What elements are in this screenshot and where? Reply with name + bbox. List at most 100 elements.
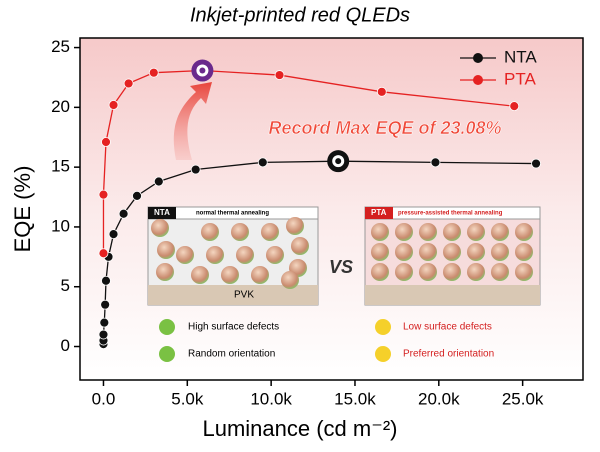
data-point bbox=[153, 176, 164, 187]
data-point bbox=[257, 157, 268, 168]
quantum-dot bbox=[151, 219, 169, 237]
quantum-dot bbox=[221, 266, 239, 284]
y-tick-label: 10 bbox=[51, 216, 70, 235]
quantum-dot bbox=[281, 271, 299, 289]
y-tick-label: 15 bbox=[51, 157, 70, 176]
quantum-dot bbox=[157, 241, 175, 259]
quantum-dot bbox=[491, 243, 509, 261]
x-tick-label: 10.0k bbox=[250, 389, 292, 408]
quantum-dot bbox=[371, 223, 389, 241]
quantum-dot bbox=[176, 246, 194, 264]
x-tick-label: 5.0k bbox=[171, 389, 204, 408]
plot-frame bbox=[79, 37, 584, 381]
inset-note: High surface defects bbox=[188, 322, 279, 333]
pvk-layer bbox=[365, 285, 540, 305]
quantum-dot bbox=[395, 243, 413, 261]
data-point bbox=[100, 299, 111, 310]
data-point bbox=[108, 100, 119, 110]
quantum-dot bbox=[419, 223, 437, 241]
inset-tag-bg bbox=[148, 207, 176, 219]
inset-note: Random orientation bbox=[188, 349, 275, 360]
vs-label: VS bbox=[329, 257, 353, 277]
quantum-dot bbox=[231, 223, 249, 241]
quantum-dot bbox=[419, 263, 437, 281]
quantum-dot bbox=[266, 246, 284, 264]
quantum-dot bbox=[286, 217, 304, 235]
quantum-dot bbox=[371, 263, 389, 281]
data-point bbox=[98, 329, 109, 340]
series-line bbox=[102, 160, 537, 345]
quantum-dot bbox=[251, 266, 269, 284]
series-line bbox=[102, 69, 515, 254]
x-tick-label: 15.0k bbox=[334, 389, 376, 408]
quantum-dot bbox=[443, 243, 461, 261]
inset-note: Low surface defects bbox=[403, 322, 492, 333]
data-point bbox=[101, 275, 111, 286]
quantum-dot bbox=[156, 263, 174, 281]
data-point bbox=[98, 248, 109, 259]
inset-caption: pressure-assisted thermal annealing bbox=[398, 211, 503, 217]
inset-caption: normal thermal annealing bbox=[196, 211, 269, 217]
x-tick-label: 0.0 bbox=[92, 389, 116, 408]
inset-tag-bg bbox=[365, 207, 393, 219]
data-point bbox=[108, 229, 119, 240]
annotation: Record Max EQE of 23.08% bbox=[268, 118, 501, 138]
icon bbox=[159, 319, 175, 335]
x-tick-label: 20.0k bbox=[418, 389, 460, 408]
inset-tag: PTA bbox=[371, 208, 387, 217]
arrow bbox=[173, 82, 212, 160]
quantum-dot bbox=[206, 246, 224, 264]
quantum-dot bbox=[443, 263, 461, 281]
max-marker-core bbox=[335, 158, 342, 165]
quantum-dot bbox=[515, 223, 533, 241]
legend-label: PTA bbox=[504, 69, 536, 88]
x-axis-label: Luminance (cd m⁻²) bbox=[202, 416, 397, 441]
quantum-dot bbox=[467, 223, 485, 241]
layer-label: PVK bbox=[234, 290, 254, 301]
quantum-dot bbox=[191, 266, 209, 284]
y-tick-label: 5 bbox=[61, 276, 70, 295]
legend-label: NTA bbox=[504, 47, 537, 66]
y-axis-label: EQE (%) bbox=[10, 166, 35, 253]
x-tick-label: 25.0k bbox=[502, 389, 544, 408]
quantum-dot bbox=[291, 237, 309, 255]
quantum-dot bbox=[236, 246, 254, 264]
data-point bbox=[430, 157, 441, 168]
data-point bbox=[98, 189, 109, 200]
data-point bbox=[190, 164, 201, 175]
quantum-dot bbox=[467, 243, 485, 261]
icon bbox=[375, 319, 391, 335]
quantum-dot bbox=[515, 263, 533, 281]
quantum-dot bbox=[395, 223, 413, 241]
data-point bbox=[531, 158, 541, 169]
quantum-dot bbox=[443, 223, 461, 241]
quantum-dot bbox=[261, 223, 279, 241]
pvk-layer bbox=[148, 285, 318, 305]
data-point bbox=[99, 317, 110, 328]
icon bbox=[375, 346, 391, 362]
inset-tag: NTA bbox=[154, 208, 170, 217]
data-point bbox=[101, 137, 111, 147]
y-tick-label: 25 bbox=[51, 37, 70, 56]
quantum-dot bbox=[491, 223, 509, 241]
quantum-dot bbox=[515, 243, 533, 261]
y-tick-label: 20 bbox=[51, 97, 70, 116]
data-point bbox=[376, 86, 387, 97]
y-tick-label: 0 bbox=[61, 336, 70, 355]
icon bbox=[159, 346, 175, 362]
data-point bbox=[123, 78, 134, 89]
quantum-dot bbox=[419, 243, 437, 261]
quantum-dot bbox=[491, 263, 509, 281]
quantum-dot bbox=[371, 243, 389, 261]
data-point bbox=[148, 67, 159, 78]
data-point bbox=[132, 190, 142, 201]
max-marker-core bbox=[199, 67, 206, 74]
quantum-dot bbox=[395, 263, 413, 281]
data-point bbox=[509, 101, 520, 112]
chart-title: Inkjet-printed red QLEDs bbox=[190, 4, 410, 26]
legend-marker bbox=[473, 75, 483, 85]
data-point bbox=[118, 208, 129, 219]
quantum-dot bbox=[467, 263, 485, 281]
legend-marker bbox=[473, 53, 483, 63]
